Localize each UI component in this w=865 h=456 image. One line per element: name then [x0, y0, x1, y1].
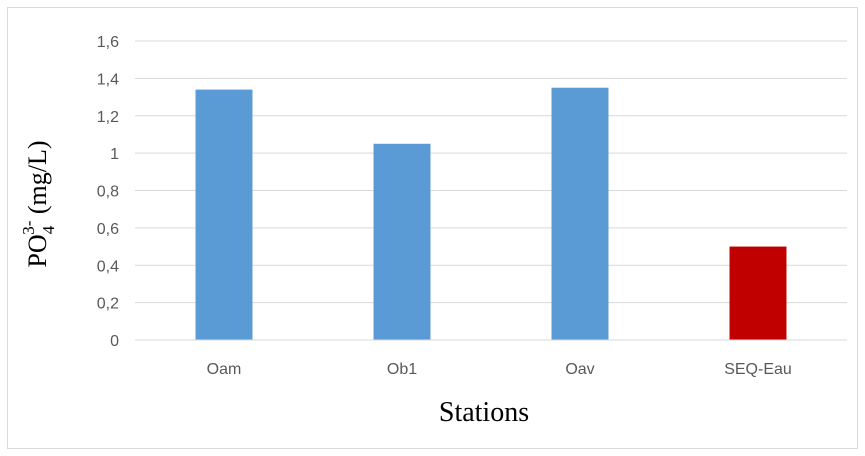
y-tick-label: 1,6 [97, 34, 119, 51]
y-tick-label: 0,2 [97, 296, 119, 313]
bars [195, 87, 787, 341]
y-axis-title-unit: (mg/L) [23, 140, 52, 220]
x-tick-label: Oav [565, 361, 594, 378]
y-axis-title-subscript: 4 [39, 225, 58, 234]
bar-oam [195, 89, 253, 341]
y-axis-ticks: 0 0,2 0,4 0,6 0,8 1 1,2 1,4 1,6 [97, 34, 119, 350]
x-tick-label: Ob1 [387, 361, 417, 378]
x-tick-label: Oam [207, 361, 242, 378]
y-axis-title-superscript: 3- [19, 220, 38, 235]
bar-oav [551, 87, 609, 340]
x-axis-title: Stations [439, 397, 529, 428]
y-tick-label: 0,8 [97, 184, 119, 201]
x-axis-ticks: Oam Ob1 Oav SEQ-Eau [207, 361, 792, 378]
bar-chart: 0 0,2 0,4 0,6 0,8 1 1,2 1,4 1,6 Oam Ob1 Oav SEQ-Eau… [19, 34, 847, 428]
y-axis-title-main: PO [23, 234, 52, 267]
chart-frame: 0 0,2 0,4 0,6 0,8 1 1,2 1,4 1,6 Oam Ob1 Oav SEQ-Eau… [7, 7, 858, 449]
y-tick-label: 0,6 [97, 221, 119, 238]
gridlines [135, 40, 847, 341]
y-tick-label: 0 [110, 333, 119, 350]
bar-ob1 [373, 143, 431, 340]
x-tick-label: SEQ-Eau [724, 361, 792, 378]
y-tick-label: 1 [110, 146, 119, 163]
y-tick-label: 1,4 [97, 71, 119, 88]
y-axis-title: PO43- (mg/L) [19, 140, 58, 267]
bar-seq-eau [729, 246, 787, 340]
y-tick-label: 0,4 [97, 258, 119, 275]
y-tick-label: 1,2 [97, 109, 119, 126]
